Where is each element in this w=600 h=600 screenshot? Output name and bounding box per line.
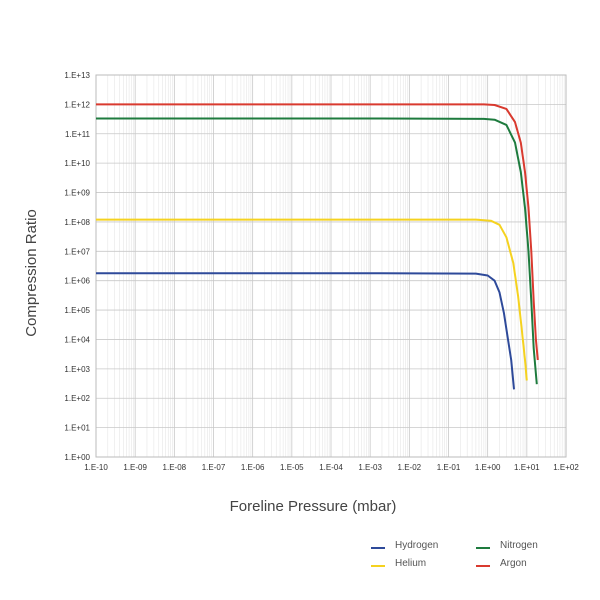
y-tick-label: 1.E+01	[64, 424, 90, 433]
y-tick-label: 1.E+06	[64, 277, 90, 286]
plot-frame	[95, 74, 567, 458]
y-tick-label: 1.E+02	[64, 394, 90, 403]
y-axis-title: Compression Ratio	[23, 209, 40, 337]
y-tick-label: 1.E+10	[64, 159, 90, 168]
x-tick-label: 1.E-05	[280, 463, 304, 472]
y-tick-label: 1.E+04	[64, 335, 90, 344]
y-tick-label: 1.E+13	[64, 71, 90, 80]
x-tick-label: 1.E+01	[514, 463, 540, 472]
x-tick-label: 1.E-08	[163, 463, 187, 472]
legend-label-helium: Helium	[395, 558, 426, 569]
legend-label-nitrogen: Nitrogen	[500, 540, 538, 551]
x-tick-label: 1.E-02	[398, 463, 422, 472]
x-tick-label: 1.E-03	[358, 463, 382, 472]
series-line-nitrogen	[96, 117, 538, 385]
legend: Hydrogen Helium Nitrogen Argon	[371, 540, 538, 569]
grid	[95, 74, 567, 458]
series-lines	[96, 103, 539, 390]
series-line-hydrogen	[96, 272, 515, 390]
series-line-argon	[96, 103, 539, 361]
x-tick-label: 1.E-07	[202, 463, 226, 472]
y-tick-label: 1.E+05	[64, 306, 90, 315]
y-tick-label: 1.E+09	[64, 189, 90, 198]
y-tick-label: 1.E+08	[64, 218, 90, 227]
x-tick-label: 1.E-04	[319, 463, 343, 472]
y-tick-label: 1.E+11	[65, 130, 91, 139]
y-tick-label: 1.E+12	[64, 100, 90, 109]
y-tick-label: 1.E+07	[64, 247, 90, 256]
x-tick-labels: 1.E-10 1.E-09 1.E-08 1.E-07 1.E-06 1.E-05 1.E-…	[84, 463, 579, 472]
x-tick-label: 1.E-10	[84, 463, 108, 472]
x-tick-label: 1.E+00	[475, 463, 501, 472]
x-tick-label: 1.E+02	[553, 463, 579, 472]
series-line-helium	[96, 218, 528, 381]
y-tick-label: 1.E+03	[64, 365, 90, 374]
legend-label-argon: Argon	[500, 558, 527, 569]
x-tick-label: 1.E-06	[241, 463, 265, 472]
x-axis-title: Foreline Pressure (mbar)	[230, 498, 397, 515]
y-tick-labels: 1.E+00 1.E+01 1.E+02 1.E+03 1.E+04 1.E+05 1.E+…	[64, 71, 90, 462]
x-tick-label: 1.E-01	[437, 463, 461, 472]
legend-label-hydrogen: Hydrogen	[395, 540, 438, 551]
y-tick-label: 1.E+00	[64, 453, 90, 462]
x-tick-label: 1.E-09	[123, 463, 147, 472]
